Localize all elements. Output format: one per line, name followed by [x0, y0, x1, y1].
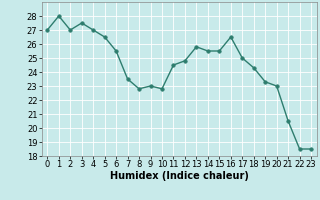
X-axis label: Humidex (Indice chaleur): Humidex (Indice chaleur) — [110, 171, 249, 181]
